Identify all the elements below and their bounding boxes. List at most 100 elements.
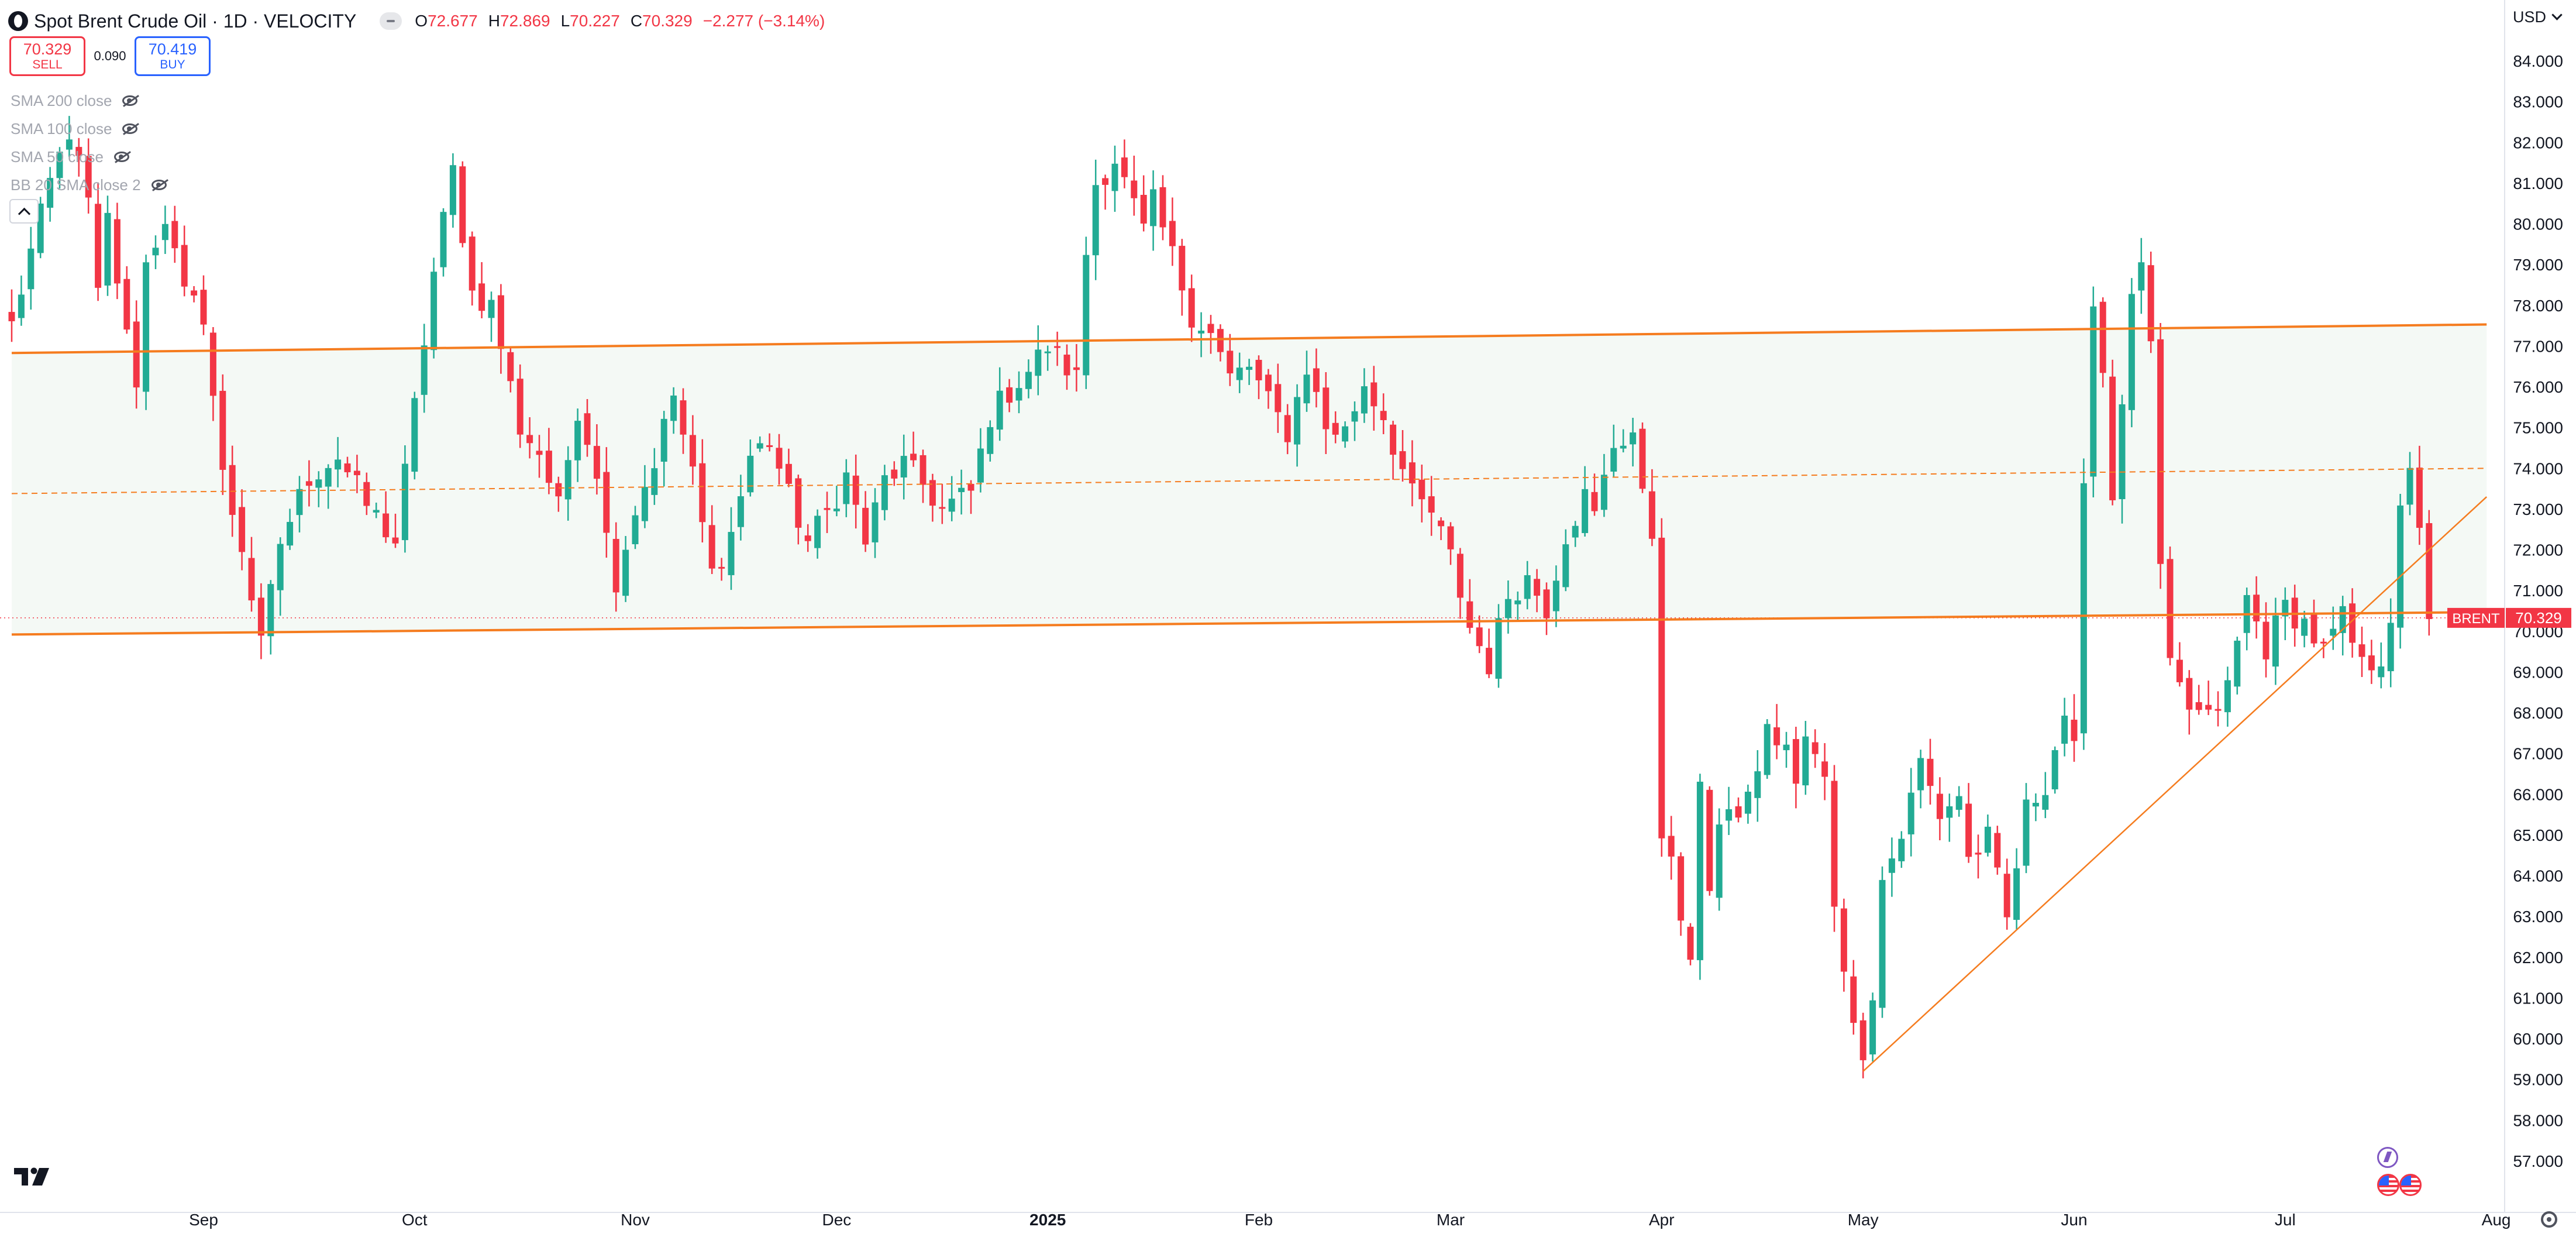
candle — [392, 513, 399, 548]
indicator-row[interactable]: SMA 50 close — [11, 143, 167, 171]
candle-body — [1092, 185, 1099, 256]
candle — [919, 449, 927, 503]
candle-body — [1591, 492, 1598, 511]
us-flag-icon[interactable] — [2377, 1174, 2399, 1196]
indicator-row[interactable]: SMA 200 close — [11, 87, 167, 115]
candle-body — [2013, 868, 2020, 920]
currency-selector[interactable]: USD — [2513, 8, 2563, 26]
candle — [852, 454, 859, 529]
eye-hidden-icon[interactable] — [122, 123, 138, 134]
candle-body — [1687, 926, 1694, 960]
candle — [2042, 772, 2049, 819]
candle-body — [411, 398, 418, 472]
candle — [287, 508, 294, 550]
candle-body — [1600, 475, 1607, 510]
candle-body — [1572, 525, 1579, 538]
candle-body — [833, 508, 840, 511]
flash-icon[interactable] — [2377, 1147, 2398, 1168]
candle — [363, 472, 370, 516]
candle — [1428, 476, 1435, 536]
indicator-row[interactable]: BB 20 SMA close 2 — [11, 171, 167, 199]
candle — [1706, 786, 1713, 896]
candle — [1610, 424, 1617, 477]
trade-panel: 70.329 SELL 0.090 70.419 BUY — [9, 36, 211, 76]
candle-body — [1726, 809, 1733, 821]
rising-trendline — [1862, 496, 2488, 1072]
candle-body — [133, 321, 140, 388]
candle — [257, 583, 264, 659]
candle-body — [776, 448, 783, 469]
collapse-indicators-button[interactable] — [9, 199, 39, 224]
candle-body — [2023, 799, 2030, 866]
candle — [2368, 640, 2375, 684]
candle-body — [680, 400, 687, 435]
indicator-row[interactable]: SMA 100 close — [11, 115, 167, 143]
candle-body — [267, 584, 274, 637]
candle-body — [1495, 618, 1502, 679]
candle-body — [344, 463, 351, 473]
candle-body — [1351, 411, 1358, 422]
candle-body — [2253, 595, 2260, 621]
candle-body — [891, 469, 898, 479]
candle — [1332, 411, 1339, 444]
candle — [785, 448, 792, 487]
candle-body — [929, 480, 936, 506]
candle — [411, 391, 418, 480]
symbol-title[interactable]: Spot Brent Crude Oil · 1D · VELOCITY — [34, 10, 357, 32]
candle — [689, 415, 696, 485]
candle-body — [1716, 824, 1723, 898]
us-flag-icon[interactable] — [2399, 1174, 2422, 1196]
candle-body — [248, 558, 255, 601]
candle-body — [75, 147, 82, 156]
time-axis-label: Sep — [189, 1211, 218, 1229]
candle-body — [1476, 627, 1483, 647]
candle-body — [1792, 739, 1799, 784]
eye-hidden-icon[interactable] — [122, 95, 138, 106]
candle — [497, 284, 504, 374]
sell-button[interactable]: 70.329 SELL — [9, 36, 85, 76]
candle — [929, 473, 936, 522]
candle — [421, 324, 428, 413]
candle — [574, 408, 581, 482]
candle — [296, 476, 303, 532]
tradingview-logo-icon[interactable] — [14, 1166, 55, 1187]
candle — [756, 436, 763, 452]
candle — [1063, 344, 1070, 390]
candle-body — [1984, 826, 1991, 853]
gear-icon[interactable] — [2541, 1211, 2557, 1228]
candle-body — [2176, 659, 2183, 682]
candle — [1102, 174, 1109, 210]
candle — [2119, 394, 2126, 524]
candle-body — [1706, 789, 1713, 891]
price-axis-label: 72.000 — [2513, 541, 2563, 559]
candle-body — [756, 443, 763, 449]
eye-hidden-icon[interactable] — [151, 180, 167, 190]
candle-body — [1802, 736, 1809, 786]
candle-body — [497, 295, 504, 349]
candle — [1639, 422, 1646, 493]
candle — [1630, 418, 1637, 467]
candle — [958, 469, 965, 515]
candle-body — [622, 549, 629, 596]
candle-body — [1630, 432, 1637, 445]
legend-collapse-toggle[interactable] — [380, 12, 402, 30]
candle — [325, 464, 332, 509]
price-axis-label: 78.000 — [2513, 297, 2563, 315]
candle-body — [325, 468, 332, 487]
buy-button[interactable]: 70.419 BUY — [135, 36, 211, 76]
channel-lower-line — [11, 611, 2487, 636]
candle — [488, 291, 495, 342]
candle — [651, 448, 658, 505]
eye-hidden-icon[interactable] — [113, 152, 129, 162]
candle-body — [2003, 874, 2010, 918]
candle — [833, 486, 840, 517]
candle — [1744, 784, 1751, 824]
candle-body — [1678, 856, 1685, 921]
candle-body — [1543, 589, 1550, 618]
candle — [1054, 331, 1061, 366]
price-axis-label: 82.000 — [2513, 133, 2563, 152]
candle — [1255, 355, 1262, 400]
candle-body — [1936, 793, 1943, 819]
symbol-logo-icon — [8, 11, 28, 31]
